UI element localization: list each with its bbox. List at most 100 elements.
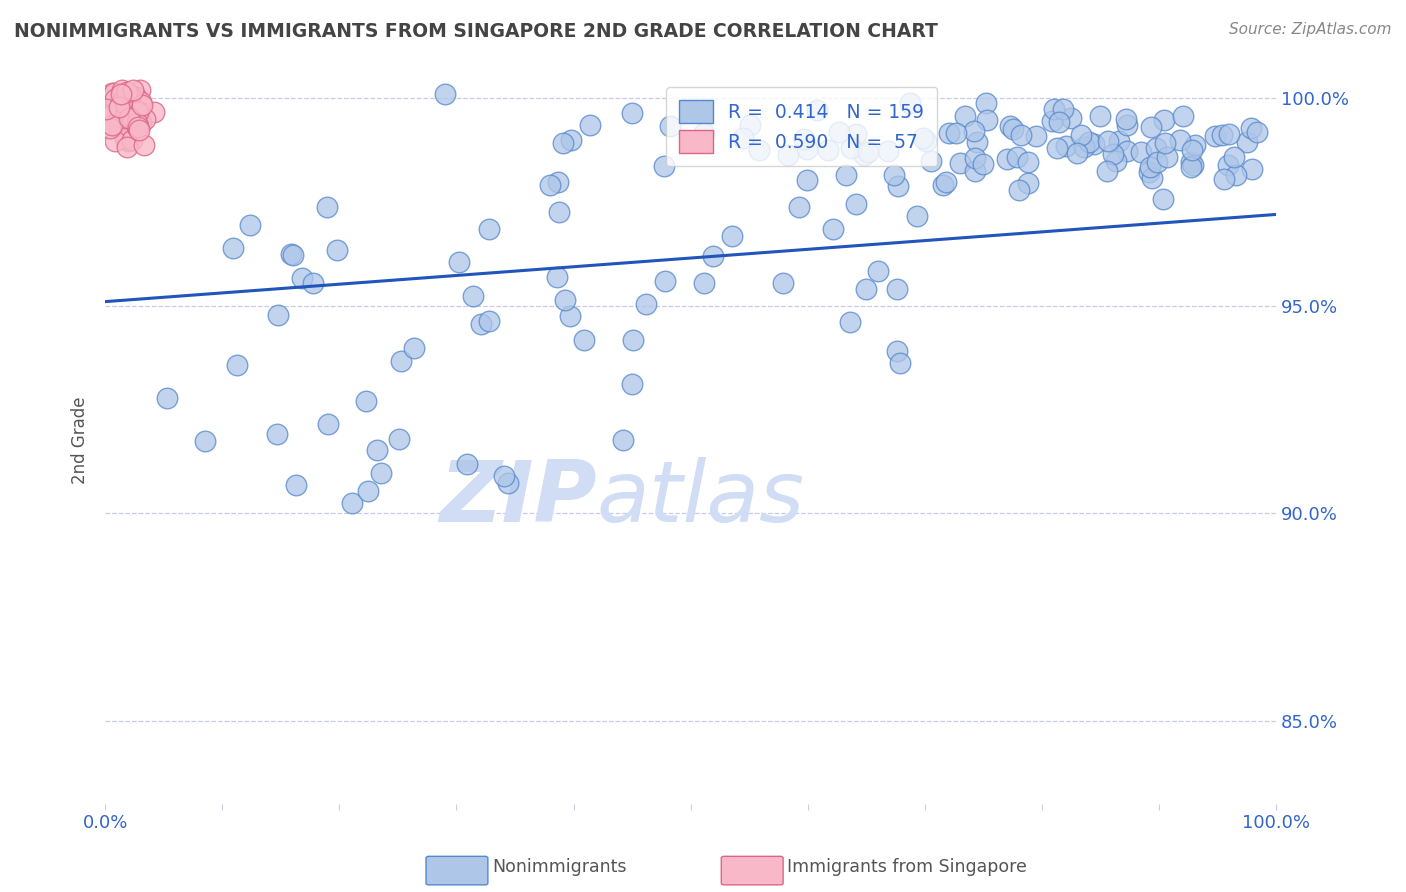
Point (866, 264, 889, 278)
Point (748, 143, 770, 157)
Point (461, 289, 484, 303)
Point (470, 317, 492, 331)
Point (1102, 147, 1125, 161)
Point (1156, 150, 1178, 164)
Point (1007, 183, 1029, 197)
Point (142, 104, 165, 119)
Point (132, 137, 155, 152)
Point (1097, 163, 1119, 178)
Text: atlas: atlas (598, 458, 804, 541)
Point (103, 111, 125, 125)
Point (104, 100, 127, 114)
Point (103, 97, 125, 112)
Point (103, 110, 125, 124)
Point (103, 86, 125, 100)
Point (554, 293, 576, 307)
Point (845, 197, 868, 211)
Point (117, 140, 139, 154)
Point (389, 354, 412, 368)
Point (94, 102, 117, 116)
Point (117, 108, 139, 122)
Point (738, 118, 761, 132)
Point (120, 88, 142, 103)
Point (1083, 137, 1105, 152)
Point (538, 178, 561, 193)
Legend: R =  0.414   N = 159, R =  0.590   N =  57: R = 0.414 N = 159, R = 0.590 N = 57 (666, 87, 938, 166)
Point (1146, 155, 1168, 169)
Point (1040, 114, 1063, 128)
Point (134, 112, 156, 127)
Point (1088, 109, 1111, 123)
Point (284, 478, 307, 492)
Point (1105, 153, 1128, 168)
Point (222, 241, 245, 255)
Point (118, 95, 141, 109)
Point (111, 95, 134, 110)
Point (366, 442, 388, 457)
Point (1054, 139, 1077, 153)
Point (129, 95, 152, 110)
Point (1017, 176, 1039, 190)
Point (1184, 138, 1206, 153)
Point (280, 247, 302, 261)
Point (1137, 164, 1160, 178)
Point (574, 333, 596, 347)
Point (122, 83, 145, 97)
Point (1180, 155, 1202, 169)
Point (98, 120, 121, 135)
Point (129, 83, 152, 97)
Point (107, 100, 129, 114)
Point (388, 432, 411, 446)
Point (852, 147, 875, 161)
Point (104, 92, 127, 106)
Point (547, 175, 569, 189)
Text: Source: ZipAtlas.com: Source: ZipAtlas.com (1229, 22, 1392, 37)
Point (267, 308, 290, 322)
Point (120, 128, 142, 143)
Point (107, 120, 129, 135)
Point (654, 159, 676, 173)
Point (1011, 128, 1033, 143)
Point (1070, 128, 1092, 142)
Point (1047, 114, 1070, 128)
Point (821, 222, 844, 236)
Point (114, 95, 136, 109)
Point (772, 276, 794, 290)
Point (828, 125, 851, 139)
Point (883, 168, 905, 182)
Point (1077, 136, 1099, 150)
Point (1115, 112, 1137, 126)
Point (945, 126, 967, 140)
Point (127, 120, 149, 134)
Point (1246, 125, 1268, 139)
Point (114, 132, 136, 146)
Point (796, 173, 818, 187)
Point (1140, 120, 1163, 134)
Point (156, 391, 179, 405)
Point (546, 270, 568, 285)
Point (1153, 113, 1175, 128)
Point (112, 111, 135, 125)
Point (693, 276, 716, 290)
Point (128, 122, 150, 136)
Point (1180, 161, 1202, 175)
Point (693, 127, 716, 141)
Point (97, 112, 120, 127)
Point (776, 147, 799, 161)
Point (1216, 158, 1239, 172)
Text: NONIMMIGRANTS VS IMMIGRANTS FROM SINGAPORE 2ND GRADE CORRELATION CHART: NONIMMIGRANTS VS IMMIGRANTS FROM SINGAPO… (14, 22, 938, 41)
Point (1139, 160, 1161, 174)
Point (720, 228, 742, 243)
Point (1005, 150, 1028, 164)
Point (963, 164, 986, 178)
Point (974, 96, 997, 111)
Point (806, 103, 828, 117)
Point (1181, 144, 1204, 158)
Text: Immigrants from Singapore: Immigrants from Singapore (787, 858, 1028, 876)
Point (856, 145, 879, 159)
Point (1142, 171, 1164, 186)
Point (127, 104, 149, 119)
Point (938, 126, 960, 140)
Point (402, 342, 425, 356)
Point (998, 120, 1021, 134)
